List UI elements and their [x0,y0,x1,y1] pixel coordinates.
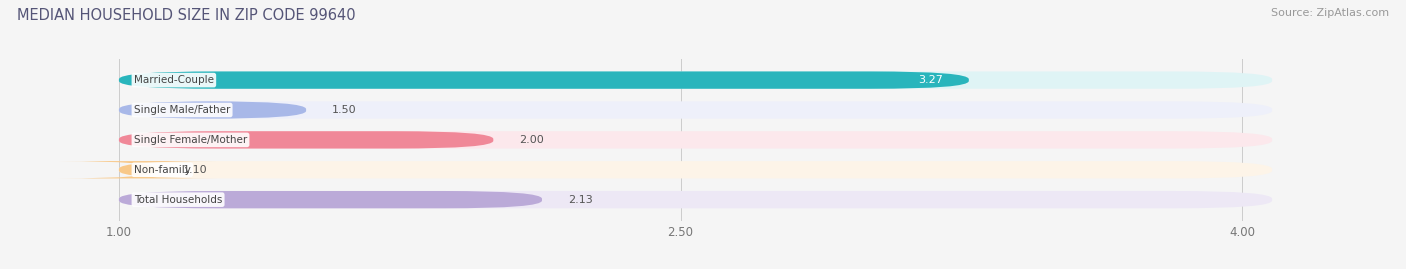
Text: Total Households: Total Households [134,195,222,205]
FancyBboxPatch shape [120,101,307,119]
FancyBboxPatch shape [120,72,969,89]
FancyBboxPatch shape [120,131,494,148]
Text: 1.10: 1.10 [183,165,207,175]
FancyBboxPatch shape [120,161,1272,178]
FancyBboxPatch shape [120,131,1272,148]
FancyBboxPatch shape [120,191,1272,208]
FancyBboxPatch shape [120,191,541,208]
FancyBboxPatch shape [59,161,217,178]
FancyBboxPatch shape [120,101,1272,119]
Text: 2.13: 2.13 [568,195,593,205]
FancyBboxPatch shape [120,72,1272,89]
Text: Source: ZipAtlas.com: Source: ZipAtlas.com [1271,8,1389,18]
Text: Non-family: Non-family [134,165,191,175]
Text: Single Male/Father: Single Male/Father [134,105,231,115]
Text: Married-Couple: Married-Couple [134,75,214,85]
Text: 3.27: 3.27 [918,75,942,85]
Text: 1.50: 1.50 [332,105,357,115]
Text: MEDIAN HOUSEHOLD SIZE IN ZIP CODE 99640: MEDIAN HOUSEHOLD SIZE IN ZIP CODE 99640 [17,8,356,23]
Text: Single Female/Mother: Single Female/Mother [134,135,247,145]
Text: 2.00: 2.00 [520,135,544,145]
